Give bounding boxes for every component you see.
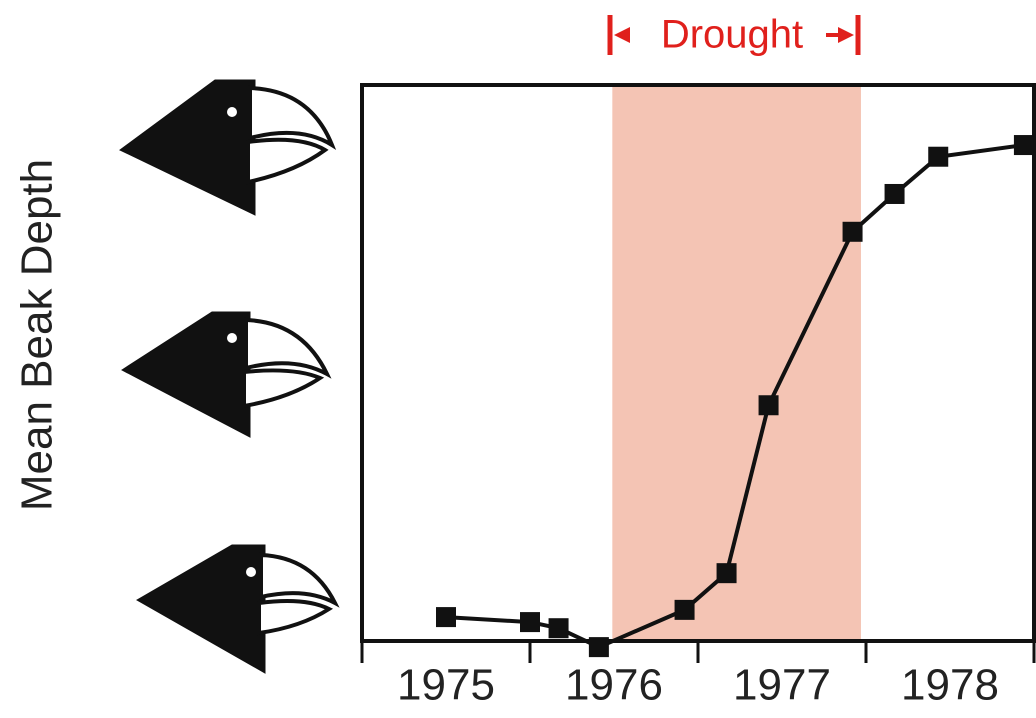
- marker: [843, 222, 863, 242]
- x-tick-label: 1975: [397, 661, 495, 710]
- y-axis-label: Mean Beak Depth: [13, 159, 62, 511]
- x-tick-label: 1976: [565, 661, 663, 710]
- marker: [759, 395, 779, 415]
- marker: [928, 147, 948, 167]
- x-tick-label: 1978: [901, 661, 999, 710]
- marker: [1014, 135, 1034, 155]
- shaded-region: [612, 85, 861, 641]
- annotation: Drought: [661, 13, 803, 57]
- x-tick-label: 1977: [733, 661, 831, 710]
- marker: [717, 563, 737, 583]
- marker: [675, 600, 695, 620]
- marker: [589, 637, 609, 657]
- marker: [520, 612, 540, 632]
- marker: [436, 607, 456, 627]
- chart: Mean Beak Depth Drought 1975 1976 1977 1978: [0, 0, 1036, 713]
- finch-heads: [120, 80, 335, 673]
- marker: [885, 184, 905, 204]
- marker: [549, 618, 569, 638]
